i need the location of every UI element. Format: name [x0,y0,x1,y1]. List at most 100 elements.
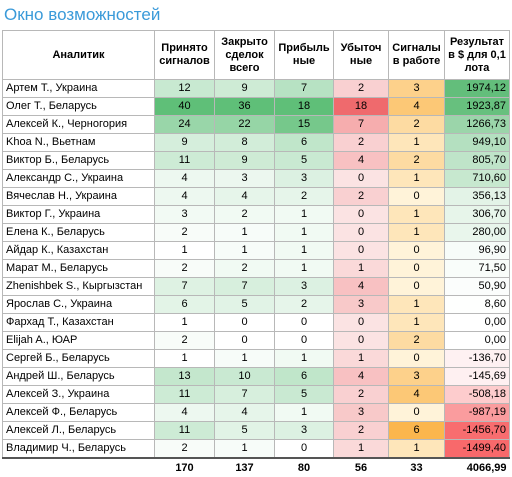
analyst-name: Khoa N., Вьетнам [2,133,155,152]
cell-closed: 7 [214,277,275,296]
cell-open: 3 [388,79,445,98]
cell-open: 1 [388,205,445,224]
cell-result: 0,00 [444,331,510,350]
cell-accepted: 40 [154,97,215,116]
cell-closed: 3 [214,169,275,188]
cell-accepted: 2 [154,259,215,278]
cell-loss: 2 [333,133,389,152]
cell-closed: 36 [214,97,275,116]
analyst-name [2,457,155,477]
cell-open: 3 [388,367,445,386]
analyst-name: Elijah A., ЮАР [2,331,155,350]
cell-open: 0 [388,349,445,368]
analyst-name: Алексей Ф., Беларусь [2,403,155,422]
cell-profit: 7 [274,79,334,98]
cell-profit: 15 [274,115,334,134]
cell-result: 949,10 [444,133,510,152]
header-loss: Убыточ ные [333,30,389,80]
cell-closed: 1 [214,223,275,242]
cell-accepted: 11 [154,421,215,440]
cell-closed: 2 [214,205,275,224]
cell-accepted: 4 [154,169,215,188]
cell-accepted: 11 [154,151,215,170]
cell-closed: 137 [214,457,275,477]
cell-closed: 22 [214,115,275,134]
analyst-name: Ярослав С., Украина [2,295,155,314]
cell-loss: 18 [333,97,389,116]
cell-result: 356,13 [444,187,510,206]
cell-result: -1456,70 [444,421,510,440]
cell-loss: 0 [333,223,389,242]
cell-profit: 1 [274,223,334,242]
cell-loss: 2 [333,79,389,98]
cell-loss: 2 [333,385,389,404]
cell-open: 2 [388,115,445,134]
analyst-name: Вячеслав Н., Украина [2,187,155,206]
analyst-name: Алексей З., Украина [2,385,155,404]
cell-closed: 2 [214,259,275,278]
cell-profit: 1 [274,259,334,278]
cell-open: 4 [388,385,445,404]
header-result: Результат в $ для 0,1 лота [444,30,510,80]
cell-accepted: 2 [154,439,215,459]
table-row: Елена К., Беларусь 2 1 1 0 1 280,00 [2,223,510,242]
cell-result: -145,69 [444,367,510,386]
analyst-name: Андрей Ш., Беларусь [2,367,155,386]
header-closed: Закрыто сделок всего [214,30,275,80]
cell-closed: 7 [214,385,275,404]
cell-loss: 0 [333,241,389,260]
cell-profit: 80 [274,457,334,477]
cell-open: 0 [388,187,445,206]
cell-profit: 1 [274,349,334,368]
cell-profit: 3 [274,169,334,188]
cell-open: 1 [388,313,445,332]
table-row: Виктор Б., Беларусь 11 9 5 4 2 805,70 [2,151,510,170]
cell-accepted: 7 [154,277,215,296]
cell-loss: 0 [333,205,389,224]
table-row: Айдар К., Казахстан 1 1 1 0 0 96,90 [2,241,510,260]
cell-accepted: 2 [154,223,215,242]
cell-result: 1974,12 [444,79,510,98]
cell-accepted: 11 [154,385,215,404]
cell-closed: 4 [214,403,275,422]
cell-closed: 4 [214,187,275,206]
table-row: Сергей Б., Беларусь 1 1 1 1 0 -136,70 [2,349,510,368]
cell-closed: 8 [214,133,275,152]
cell-loss: 4 [333,277,389,296]
cell-open: 2 [388,331,445,350]
table-row: Владимир Ч., Беларусь 2 1 0 1 1 -1499,40 [2,439,510,459]
cell-accepted: 1 [154,241,215,260]
cell-loss: 1 [333,439,389,459]
analyst-name: Елена К., Беларусь [2,223,155,242]
cell-profit: 1 [274,241,334,260]
analyst-name: Алексей К., Черногория [2,115,155,134]
cell-result: 96,90 [444,241,510,260]
analyst-name: Виктор Б., Беларусь [2,151,155,170]
header-open: Сигналы в работе [388,30,445,80]
cell-result: 0,00 [444,313,510,332]
cell-loss: 2 [333,421,389,440]
cell-profit: 0 [274,439,334,459]
cell-accepted: 12 [154,79,215,98]
cell-open: 0 [388,403,445,422]
cell-result: 280,00 [444,223,510,242]
table-row: Алексей З., Украина 11 7 5 2 4 -508,18 [2,385,510,404]
cell-closed: 5 [214,421,275,440]
cell-open: 0 [388,259,445,278]
cell-closed: 9 [214,79,275,98]
analyst-name: Алексей Л., Беларусь [2,421,155,440]
table-row: Khoa N., Вьетнам 9 8 6 2 1 949,10 [2,133,510,152]
cell-result: 306,70 [444,205,510,224]
cell-profit: 5 [274,385,334,404]
cell-result: 71,50 [444,259,510,278]
cell-accepted: 13 [154,367,215,386]
cell-accepted: 4 [154,187,215,206]
cell-accepted: 3 [154,205,215,224]
cell-accepted: 2 [154,331,215,350]
cell-accepted: 6 [154,295,215,314]
table-row: Elijah A., ЮАР 2 0 0 0 2 0,00 [2,331,510,350]
cell-open: 1 [388,169,445,188]
analyst-name: Zhenishbek S., Кыргызстан [2,277,155,296]
cell-profit: 2 [274,295,334,314]
cell-profit: 3 [274,421,334,440]
